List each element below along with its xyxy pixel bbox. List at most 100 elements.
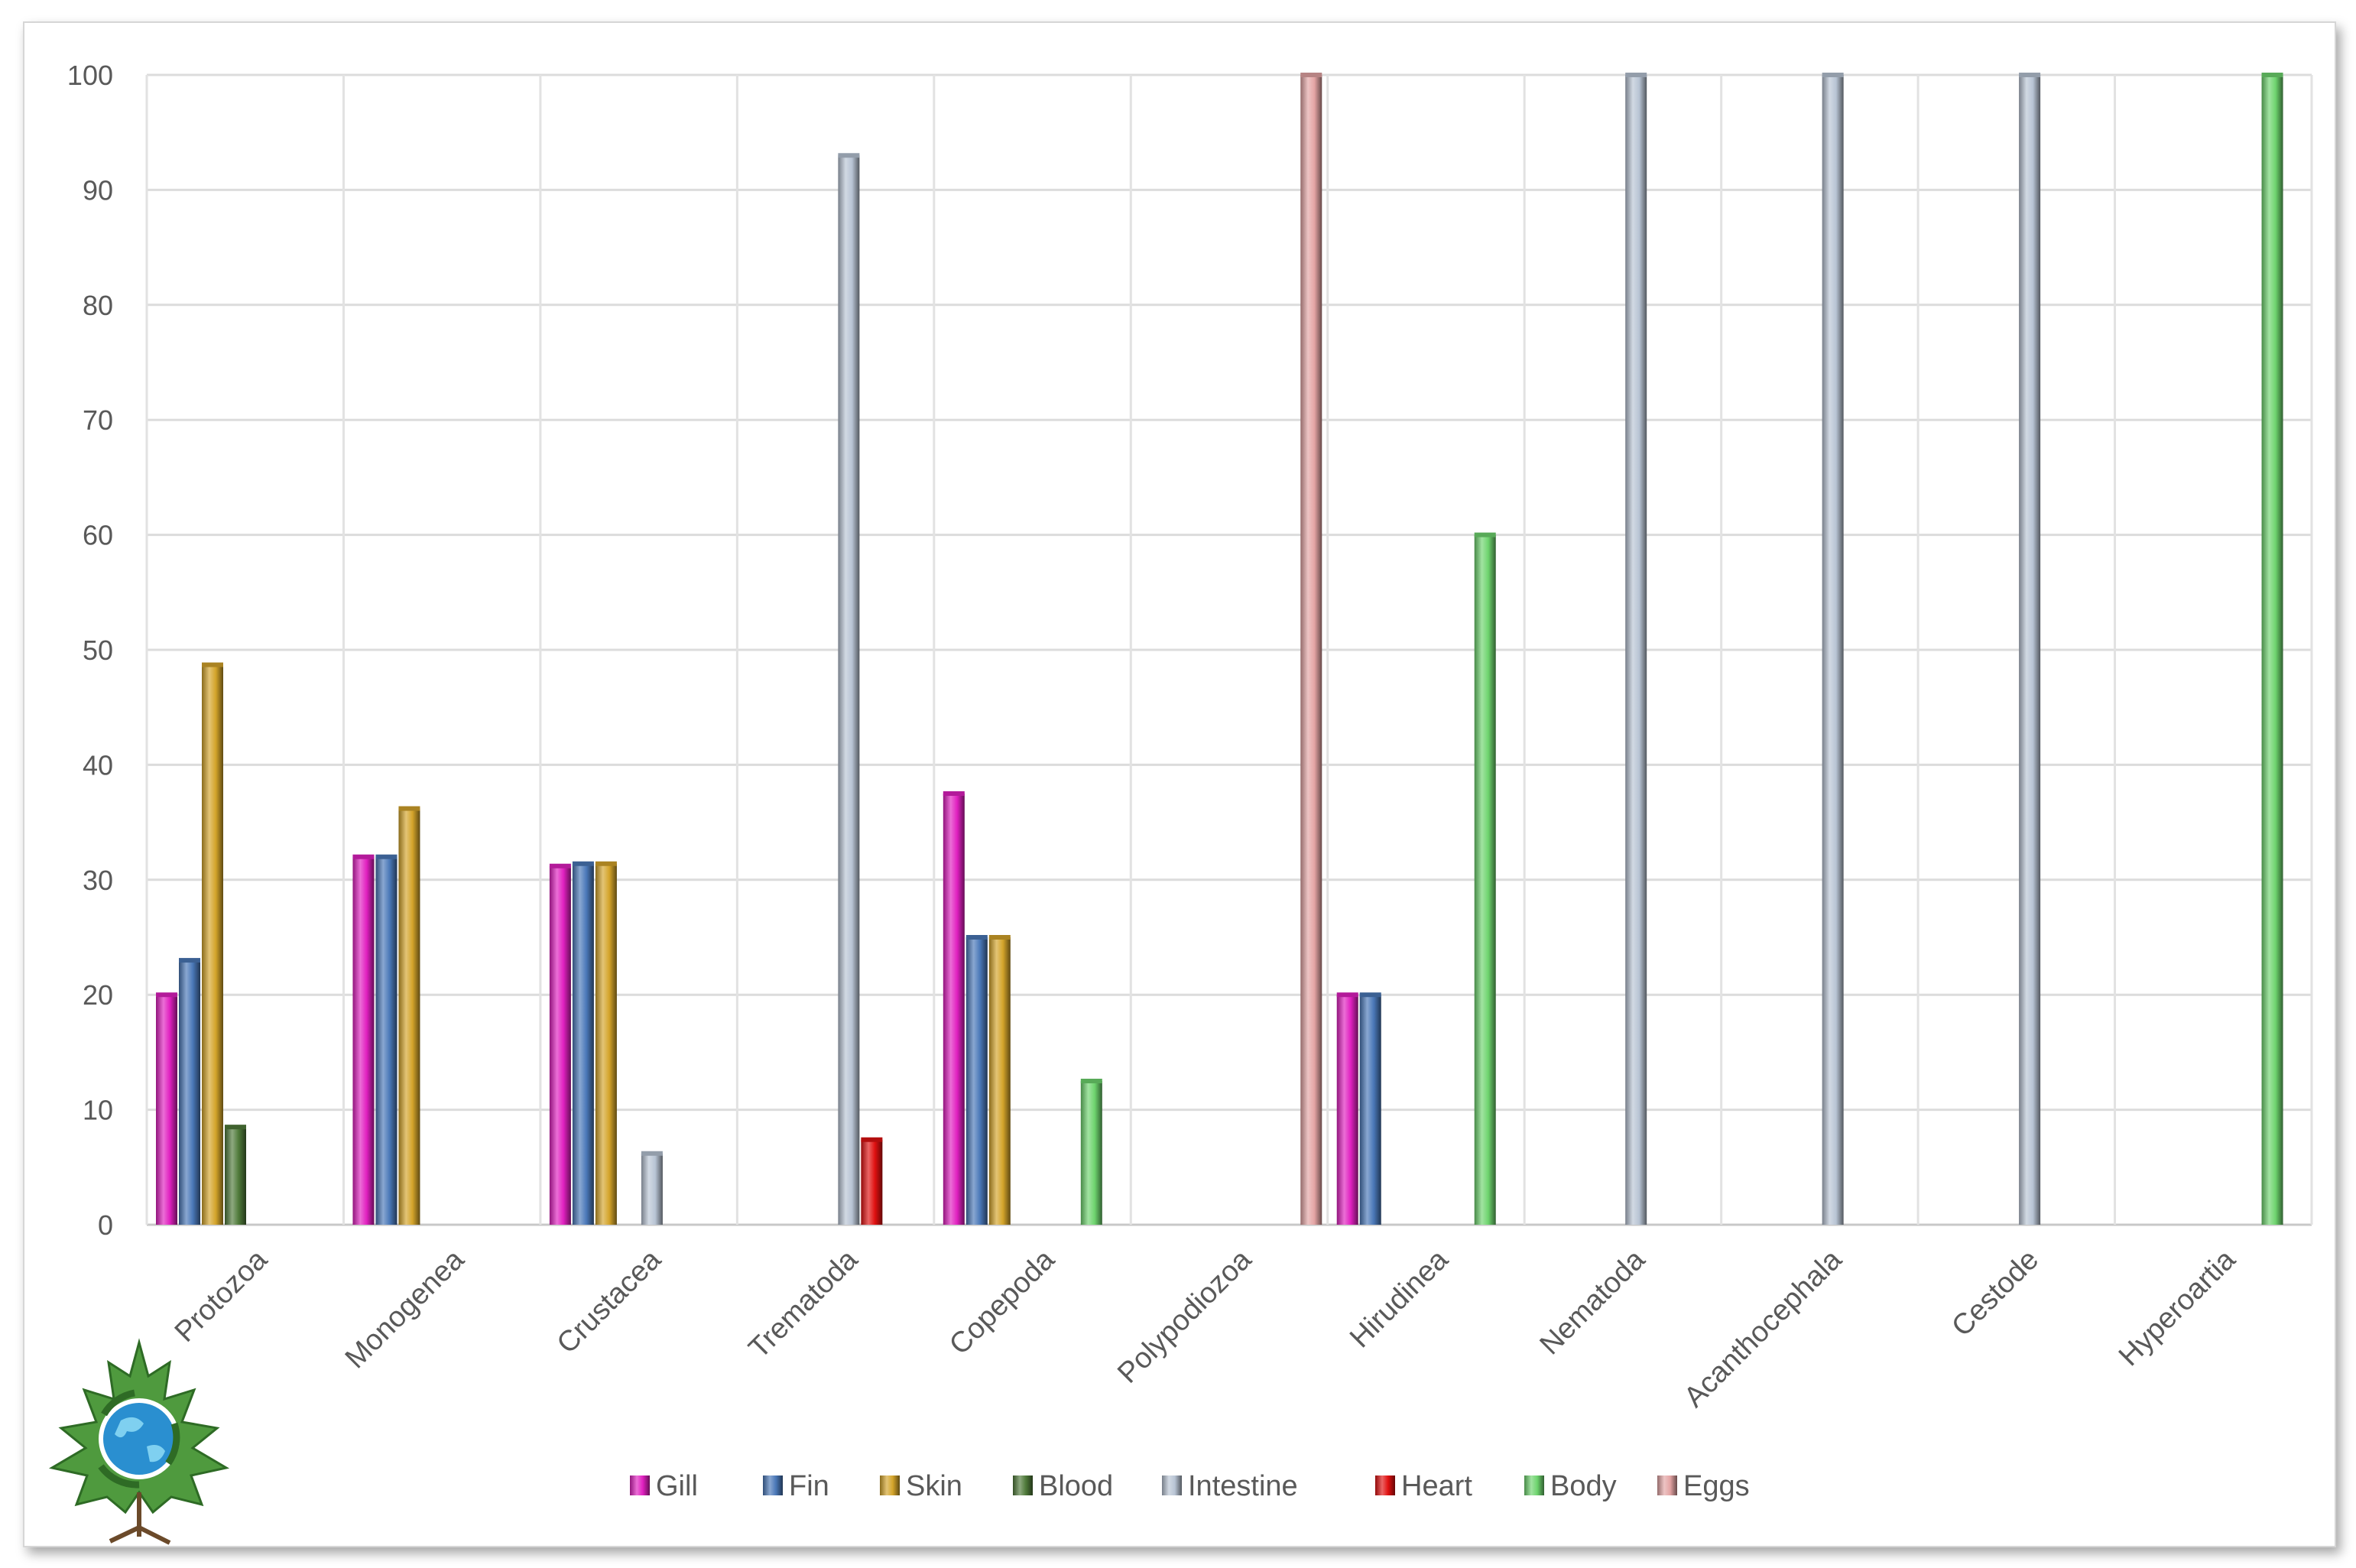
bar-cap-trematoda-heart bbox=[861, 1137, 883, 1142]
category-label-hirudinea: Hirudinea bbox=[1344, 1243, 1455, 1354]
bar-acanthocephala-intestine bbox=[1822, 75, 1844, 1225]
bar-cap-acanthocephala-intestine bbox=[1822, 73, 1844, 77]
legend-label: Body bbox=[1550, 1470, 1617, 1502]
bar-hyperoartia-body bbox=[2261, 75, 2283, 1225]
legend-item-body: Body bbox=[1524, 1470, 1617, 1502]
bar-copepoda-fin bbox=[965, 937, 988, 1225]
y-tick-label: 30 bbox=[83, 865, 113, 896]
bar-copepoda-body bbox=[1080, 1081, 1102, 1225]
bar-cap-monogenea-skin bbox=[398, 806, 420, 811]
legend-item-heart: Heart bbox=[1375, 1470, 1472, 1502]
bar-protozoa-blood bbox=[225, 1127, 246, 1225]
chart-frame: 0 10 20 30 40 50 60 70 80 90 100 Protozoa Monogenea… bbox=[23, 21, 2336, 1547]
bar-nematoda-intestine bbox=[1625, 75, 1647, 1225]
bar-cap-hirudinea-gill bbox=[1336, 992, 1358, 998]
bar-cap-polypodiozoa-eggs bbox=[1300, 73, 1322, 77]
bar-protozoa-gill bbox=[156, 995, 177, 1225]
bar-monogenea-fin bbox=[375, 856, 398, 1225]
bar-crustacea-gill bbox=[549, 865, 571, 1225]
bar-cap-copepoda-gill bbox=[943, 791, 965, 796]
maple-leaf-globe-recycle-logo bbox=[48, 1338, 230, 1545]
legend-label: Fin bbox=[789, 1470, 829, 1502]
y-tick-label: 40 bbox=[83, 749, 113, 781]
bar-hirudinea-gill bbox=[1336, 995, 1358, 1225]
legend-swatch bbox=[1162, 1475, 1182, 1495]
category-label-nematoda: Nematoda bbox=[1533, 1243, 1651, 1361]
y-tick-label: 20 bbox=[83, 979, 113, 1011]
bar-copepoda-gill bbox=[943, 794, 965, 1225]
bar-monogenea-skin bbox=[398, 808, 420, 1225]
category-label-acanthocephala: Acanthocephala bbox=[1678, 1243, 1848, 1414]
bar-cap-crustacea-intestine bbox=[641, 1151, 663, 1156]
legend: Gill Fin Skin Blood Intestine Heart Body Eggs bbox=[630, 1470, 1750, 1502]
legend-label: Eggs bbox=[1683, 1470, 1750, 1502]
bar-cap-crustacea-fin bbox=[572, 861, 594, 866]
bar-cap-crustacea-gill bbox=[549, 863, 571, 868]
legend-label: Intestine bbox=[1188, 1470, 1298, 1502]
bar-cap-protozoa-skin bbox=[202, 662, 223, 667]
bar-crustacea-skin bbox=[595, 863, 617, 1225]
legend-item-gill: Gill bbox=[630, 1470, 698, 1502]
legend-swatch bbox=[763, 1475, 783, 1495]
category-label-protozoa: Protozoa bbox=[169, 1243, 274, 1349]
y-tick-label: 50 bbox=[83, 635, 113, 666]
legend-swatch bbox=[1375, 1475, 1395, 1495]
y-tick-label: 90 bbox=[83, 174, 113, 206]
bar-cap-hyperoartia-body bbox=[2261, 73, 2283, 77]
legend-swatch bbox=[1524, 1475, 1544, 1495]
bar-cap-nematoda-intestine bbox=[1625, 73, 1647, 77]
y-tick-label: 60 bbox=[83, 520, 113, 551]
bar-crustacea-fin bbox=[572, 863, 594, 1225]
legend-item-eggs: Eggs bbox=[1657, 1470, 1750, 1502]
category-label-trematoda: Trematoda bbox=[743, 1243, 865, 1365]
bar-hirudinea-fin bbox=[1359, 995, 1381, 1225]
gridlines bbox=[145, 73, 2313, 1226]
bar-cap-copepoda-body bbox=[1080, 1079, 1102, 1083]
bar-crustacea-intestine bbox=[641, 1153, 663, 1225]
bar-monogenea-gill bbox=[352, 856, 375, 1225]
category-label-hyperoartia: Hyperoartia bbox=[2113, 1243, 2242, 1372]
bar-cap-protozoa-gill bbox=[156, 992, 177, 998]
bar-cap-copepoda-fin bbox=[965, 935, 988, 940]
bar-cap-hirudinea-fin bbox=[1359, 992, 1381, 998]
category-label-copepoda: Copepoda bbox=[943, 1243, 1061, 1361]
bar-cap-copepoda-skin bbox=[988, 935, 1011, 940]
y-tick-label: 10 bbox=[83, 1095, 113, 1126]
legend-item-skin: Skin bbox=[880, 1470, 962, 1502]
legend-item-blood: Blood bbox=[1013, 1470, 1113, 1502]
bar-cap-protozoa-fin bbox=[179, 958, 200, 963]
legend-item-fin: Fin bbox=[763, 1470, 829, 1502]
legend-swatch bbox=[630, 1475, 650, 1495]
bar-cap-monogenea-gill bbox=[352, 854, 375, 859]
category-label-cestode: Cestode bbox=[1945, 1244, 2045, 1343]
bar-cap-trematoda-intestine bbox=[838, 153, 860, 158]
y-tick-label: 0 bbox=[98, 1209, 113, 1241]
bar-cap-hirudinea-body bbox=[1474, 532, 1496, 537]
legend-swatch bbox=[1013, 1475, 1033, 1495]
bar-cap-crustacea-skin bbox=[595, 861, 617, 866]
bar-hirudinea-body bbox=[1474, 534, 1496, 1225]
bar-cap-cestode-intestine bbox=[2019, 73, 2041, 77]
y-tick-label: 100 bbox=[67, 60, 113, 91]
category-labels: Protozoa Monogenea Crustacea Trematoda Copep… bbox=[169, 1243, 2242, 1414]
bar-trematoda-intestine bbox=[838, 155, 860, 1225]
bar-protozoa-fin bbox=[179, 960, 200, 1225]
legend-item-intestine: Intestine bbox=[1162, 1470, 1298, 1502]
legend-label: Gill bbox=[656, 1470, 698, 1502]
legend-label: Skin bbox=[906, 1470, 962, 1502]
bar-cap-monogenea-fin bbox=[375, 854, 398, 859]
bar-copepoda-skin bbox=[988, 937, 1011, 1225]
category-label-polypodiozoa: Polypodiozoa bbox=[1111, 1243, 1258, 1390]
legend-label: Blood bbox=[1039, 1470, 1113, 1502]
legend-swatch bbox=[1657, 1475, 1677, 1495]
legend-label: Heart bbox=[1401, 1470, 1472, 1502]
bar-chart: 0 10 20 30 40 50 60 70 80 90 100 Protozoa Monogenea… bbox=[48, 60, 2313, 1545]
legend-swatch bbox=[880, 1475, 900, 1495]
category-label-crustacea: Crustacea bbox=[551, 1243, 668, 1360]
y-axis-ticks: 0 10 20 30 40 50 60 70 80 90 100 bbox=[67, 60, 113, 1241]
bar-protozoa-skin bbox=[202, 664, 223, 1225]
bars bbox=[156, 73, 2283, 1225]
bar-cap-protozoa-blood bbox=[225, 1125, 246, 1130]
bar-trematoda-heart bbox=[861, 1139, 883, 1225]
bar-polypodiozoa-eggs bbox=[1300, 75, 1322, 1225]
